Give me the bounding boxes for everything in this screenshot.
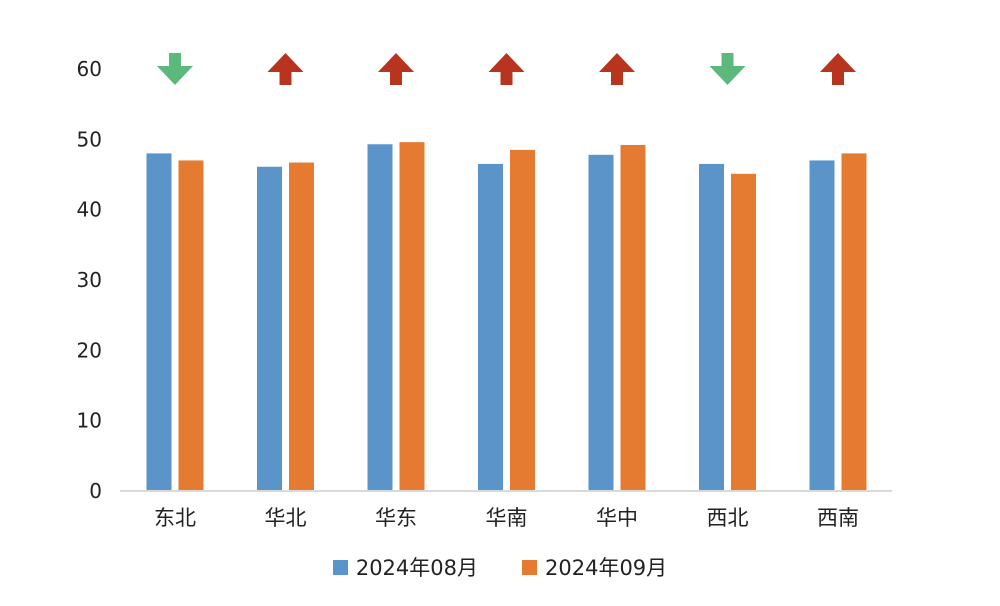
x-tick-label: 华南: [486, 506, 528, 530]
legend-label-series-2: 2024年09月: [545, 556, 668, 580]
x-tick-label: 东北: [154, 506, 196, 530]
legend: 2024年08月 2024年09月: [0, 552, 1000, 582]
legend-item-series-1: 2024年08月: [332, 552, 478, 582]
bar-1-6: [699, 163, 724, 491]
trend-arrows: [157, 53, 856, 85]
arrow-up-icon: [488, 53, 525, 85]
y-tick-label: 40: [77, 198, 102, 222]
y-tick-label: 20: [77, 338, 102, 362]
bars: [146, 142, 867, 492]
bar-2-3: [399, 142, 425, 491]
bar-2-6: [731, 173, 756, 491]
bar-2-4: [510, 149, 535, 491]
legend-swatch-series-2: [522, 559, 537, 575]
y-tick-label: 60: [77, 57, 102, 81]
bar-1-4: [478, 163, 503, 491]
y-tick-label: 10: [77, 409, 102, 433]
y-tick-label: 0: [89, 479, 102, 503]
legend-swatch-series-1: [332, 559, 348, 575]
bar-2-1: [178, 160, 204, 491]
bar-1-7: [809, 160, 835, 491]
x-axis-labels: 东北 华北 华东 华南 华中 西北 西南: [154, 506, 859, 530]
legend-item-series-2: 2024年09月: [522, 552, 667, 582]
arrow-down-icon: [157, 53, 193, 85]
x-tick-label: 西北: [707, 506, 749, 530]
bar-2-2: [289, 162, 314, 491]
bar-1-2: [257, 166, 282, 491]
x-tick-label: 华中: [596, 506, 638, 530]
bar-2-5: [620, 144, 646, 491]
arrow-up-icon: [378, 53, 414, 85]
x-tick-label: 华东: [375, 506, 417, 530]
bar-1-1: [146, 153, 172, 491]
bar-1-3: [367, 144, 393, 492]
y-tick-label: 30: [77, 268, 102, 292]
arrow-up-icon: [820, 53, 856, 85]
bar-2-7: [841, 153, 867, 491]
arrow-up-icon: [599, 53, 635, 85]
y-tick-label: 50: [77, 127, 102, 151]
legend-label-series-1: 2024年08月: [355, 556, 478, 580]
bar-1-5: [588, 154, 614, 491]
x-tick-label: 西南: [817, 506, 859, 530]
y-axis-ticks: 0 10 20 30 40 50 60: [77, 57, 102, 503]
arrow-up-icon: [267, 53, 304, 85]
arrow-down-icon: [709, 53, 746, 85]
x-tick-label: 华北: [265, 506, 307, 530]
